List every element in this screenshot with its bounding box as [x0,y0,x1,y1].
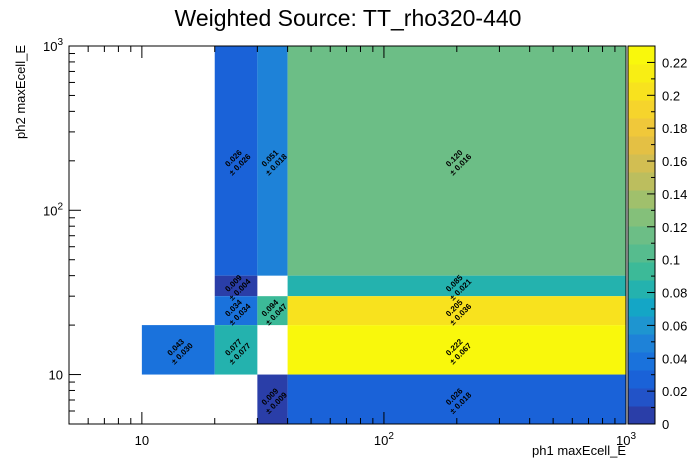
color-scale-segment [628,226,655,245]
y-axis-label: ph2 maxEcell_E [13,45,28,139]
color-scale-tick-label: 0.18 [662,121,687,136]
color-scale-segment [628,388,655,407]
y-tick-label: 103 [43,37,63,54]
y-tick-label: 102 [43,201,63,218]
heatmap-cell [214,46,258,276]
y-tick-label: 10 [49,368,63,383]
color-scale-tick-label: 0.2 [662,88,680,103]
color-scale-segment [628,118,655,137]
color-scale-segment [628,100,655,119]
color-scale-segment [628,334,655,353]
color-scale-segment [628,352,655,371]
heatmap-cell [214,275,258,297]
heatmap-cell [287,46,626,276]
color-scale-tick-label: 0.02 [662,384,687,399]
color-scale-segment [628,82,655,101]
x-axis-ticks [68,46,627,424]
color-scale-ticks: 0 0.02 0.04 0.06 0.08 0.1 0.12 0.14 0.16 0.18 0.2 0… [647,45,687,432]
color-scale-tick-label: 0.08 [662,286,687,301]
chart-title: Weighted Source: TT_rho320-440 [175,5,522,31]
color-scale-segment [628,136,655,155]
x-axis-label: ph1 maxEcell_E [532,443,626,458]
color-scale-segment [628,172,655,191]
color-scale-segment [628,370,655,389]
heatmap-cell [257,296,288,326]
color-scale-segment [628,406,655,425]
heatmap-cell [257,374,288,424]
color-scale-segment [628,208,655,227]
heatmap-cell [287,374,626,424]
color-scale-segment [628,64,655,83]
color-scale-segment [628,154,655,173]
color-scale-segment [628,316,655,335]
color-scale-segment [628,298,655,317]
color-scale-tick-label: 0.14 [662,187,687,202]
color-scale-segment [628,280,655,299]
heatmap-cell [141,325,215,375]
color-scale-segment [628,46,655,65]
color-scale-tick-label: 0.12 [662,220,687,235]
color-scale-segment [628,190,655,209]
plot-frame [68,45,627,425]
color-scale-segment [628,244,655,263]
heatmap-cell [214,296,258,326]
x-tick-label: 102 [374,431,394,448]
x-tick-label: 103 [616,431,636,448]
color-scale-tick-label: 0 [662,417,669,432]
y-axis-ticks [69,53,81,425]
heatmap-cell [287,325,626,375]
color-scale-tick-label: 0.06 [662,318,687,333]
heatmap-cell [287,296,626,326]
heatmap-cell [257,46,288,276]
x-tick-label: 10 [135,433,149,448]
x-axis-tick-labels: 10 102 103 [135,431,637,448]
y-axis-tick-labels: 10 102 103 [43,37,63,383]
heatmap-cell [214,325,258,375]
color-scale-tick-label: 0.22 [662,55,687,70]
color-scale-frame [627,45,656,425]
heatmap-cells [141,46,626,424]
color-scale-bar [627,45,656,425]
color-scale-tick-label: 0.1 [662,253,680,268]
heatmap-cell [287,275,626,297]
color-scale-tick-label: 0.04 [662,351,687,366]
color-scale-tick-label: 0.16 [662,154,687,169]
color-scale-segment [628,262,655,281]
